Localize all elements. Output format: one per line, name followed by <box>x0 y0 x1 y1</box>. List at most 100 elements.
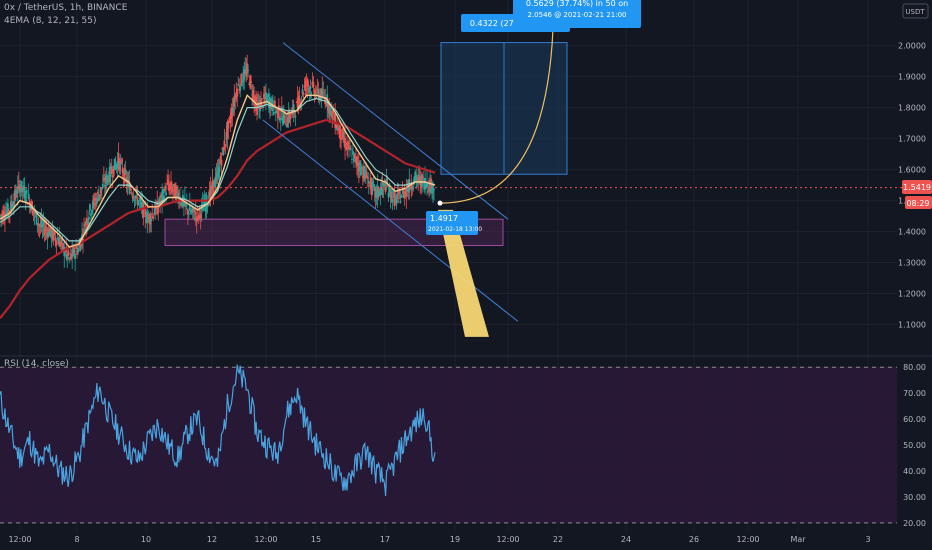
candle-body <box>106 175 109 181</box>
candle-body <box>225 132 228 141</box>
candle-body <box>417 174 420 182</box>
rsi-line <box>0 364 436 497</box>
candle-body <box>250 81 253 83</box>
candle-body <box>409 187 412 190</box>
candle-body <box>61 239 64 241</box>
candle-body <box>150 218 153 222</box>
candle-body <box>93 197 95 202</box>
candle-body <box>34 212 37 214</box>
candle-body <box>347 142 349 150</box>
symbol-title[interactable]: 0x / TetherUS, 1h, BINANCE <box>4 3 128 13</box>
candle-body <box>58 237 61 247</box>
candle-body <box>392 191 395 193</box>
candle-body <box>219 156 222 164</box>
candle-body <box>52 230 55 241</box>
candle-body <box>287 110 290 123</box>
candle-body <box>21 188 24 191</box>
candle-body <box>86 218 88 226</box>
candle-body <box>359 167 362 176</box>
candle-body <box>278 118 281 121</box>
candle-body <box>54 237 57 242</box>
rsi-tick-label: 20.00 <box>903 519 926 528</box>
candle-body <box>241 84 244 86</box>
candle-body <box>403 191 406 199</box>
candle-body <box>71 249 74 258</box>
start-point[interactable] <box>437 200 443 206</box>
projection-curve[interactable] <box>439 28 554 204</box>
candle-body <box>265 92 267 99</box>
candle-body <box>362 166 365 181</box>
start-label-date: 2021-02-18 13:00 <box>428 226 482 233</box>
candle-body <box>306 79 309 86</box>
candle-body <box>6 210 8 213</box>
candle-body <box>130 191 133 194</box>
candle-body <box>155 203 158 207</box>
candle-body <box>404 192 407 194</box>
candle-body <box>379 187 382 194</box>
candle-body <box>416 178 419 180</box>
candle-body <box>131 196 134 198</box>
candle-body <box>202 206 205 211</box>
candle-body <box>387 192 390 198</box>
candle-body <box>234 97 237 100</box>
time-tick-label: 12:00 <box>8 535 31 544</box>
candle-body <box>56 238 59 240</box>
candle-body <box>355 156 357 163</box>
candle-body <box>360 166 363 170</box>
candle-body <box>189 211 192 214</box>
rsi-axis[interactable]: 80.00 70.00 60.00 50.00 40.00 30.00 20.00 <box>903 363 926 528</box>
candle-body <box>226 125 229 139</box>
candle-body <box>295 102 298 103</box>
candle-body <box>270 98 273 108</box>
channel-upper-line[interactable] <box>282 42 509 220</box>
start-label-price: 1.4917 <box>430 214 458 223</box>
time-axis[interactable]: 12:00 8 10 12 12:00 15 17 19 12:00 22 24 26 12:00 Mar… <box>8 535 870 544</box>
currency-button[interactable]: USDT <box>902 3 929 19</box>
candle-body <box>151 213 154 215</box>
candle-body <box>296 97 299 108</box>
candle-body <box>109 165 112 177</box>
candle-body <box>214 176 217 186</box>
candle-body <box>37 223 40 225</box>
start-label[interactable]: 1.4917 2021-02-18 13:00 <box>426 211 482 235</box>
candle-body <box>10 203 13 207</box>
candle-body <box>350 148 352 150</box>
indicator-title[interactable]: 4EMA (8, 12, 21, 55) <box>4 16 97 26</box>
candle-body <box>310 92 313 94</box>
candle-body <box>394 196 397 198</box>
candle-body <box>400 195 403 198</box>
candle-body <box>112 165 115 176</box>
candle-body <box>329 104 332 116</box>
candle-body <box>273 100 276 108</box>
candle-body <box>206 204 209 208</box>
candle-body <box>185 204 188 206</box>
candle-body <box>133 199 136 202</box>
candle-body <box>301 89 304 95</box>
candle-body <box>388 184 391 195</box>
candle-body <box>239 85 242 91</box>
candle-body <box>149 214 152 225</box>
candle-body <box>227 120 230 129</box>
candle-body <box>369 177 372 190</box>
candle-body <box>123 168 126 183</box>
candle-body <box>70 255 73 259</box>
current-price-text: 1.5419 <box>903 183 931 192</box>
candle-body <box>88 216 90 220</box>
down-arrow-drawing[interactable] <box>438 209 489 337</box>
candle-body <box>289 115 292 119</box>
rsi-title[interactable]: RSI (14, close) <box>4 359 69 369</box>
channel-lower-line[interactable] <box>262 119 519 322</box>
candle-body <box>355 157 358 166</box>
candle-body <box>294 116 297 117</box>
candle-body <box>83 224 85 227</box>
candle-body <box>98 194 101 196</box>
candle-body <box>49 225 52 233</box>
candle-body <box>334 113 337 128</box>
candle-body <box>314 89 317 97</box>
target-label[interactable]: 0.5629 (37.74%) in 50 on 2.0546 @ 2021-0… <box>513 0 641 28</box>
candle-body <box>397 190 400 192</box>
candle-body <box>245 70 248 77</box>
candle-body <box>82 238 84 242</box>
candle-body <box>127 179 130 182</box>
